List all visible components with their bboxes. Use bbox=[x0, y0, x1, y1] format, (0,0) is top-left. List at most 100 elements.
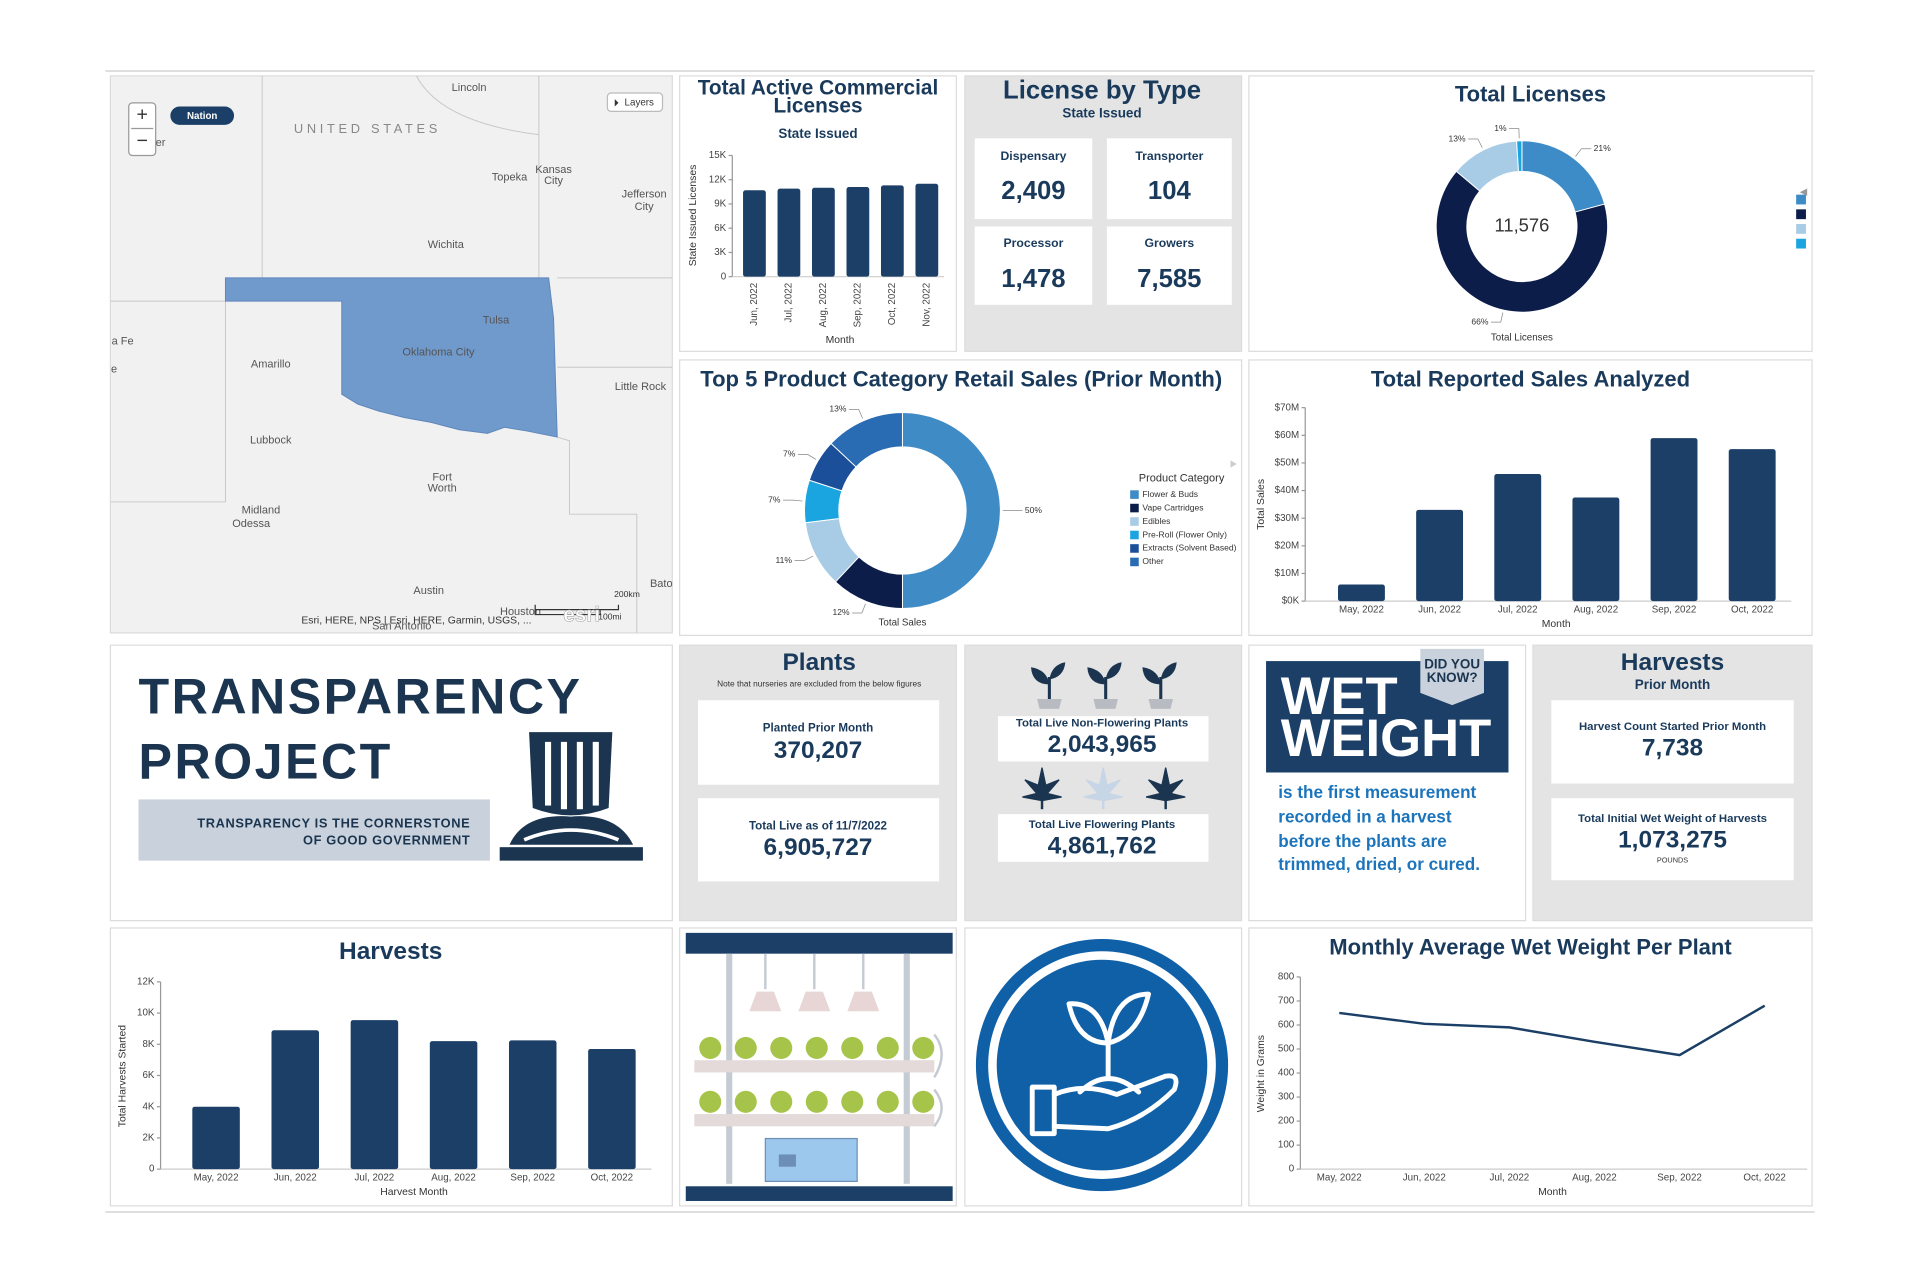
y-tick-label: $60M bbox=[1275, 430, 1299, 441]
y-tick-label: $20M bbox=[1275, 540, 1299, 551]
map-place-label: Tulsa bbox=[483, 315, 510, 327]
panel bbox=[1248, 927, 1813, 1207]
nation-button[interactable]: Nation bbox=[187, 111, 217, 122]
line-series bbox=[1339, 1004, 1766, 1057]
legend-swatch bbox=[1130, 517, 1139, 526]
card-value: 2,409 bbox=[1001, 177, 1065, 205]
card bbox=[997, 716, 1209, 762]
y-tick-label: 400 bbox=[1278, 1068, 1295, 1079]
map-place-label: Worth bbox=[428, 482, 457, 494]
y-tick-label: 0 bbox=[1289, 1164, 1295, 1175]
x-tick-label: Oct, 2022 bbox=[887, 283, 898, 325]
x-tick-label: Sep, 2022 bbox=[510, 1172, 555, 1183]
card bbox=[1551, 798, 1794, 881]
y-tick-label: 500 bbox=[1278, 1044, 1295, 1055]
fact-text: recorded in a harvest bbox=[1278, 806, 1452, 826]
x-tick-label: Aug, 2022 bbox=[1574, 604, 1619, 615]
legend-swatch bbox=[1130, 544, 1139, 553]
legend-arrow bbox=[1230, 460, 1237, 468]
y-tick-label: $10M bbox=[1275, 568, 1299, 579]
bar bbox=[1416, 509, 1464, 602]
leader-line bbox=[782, 499, 803, 502]
map-place-label: San Antonio bbox=[372, 621, 431, 633]
y-tick-label: 2K bbox=[142, 1133, 154, 1144]
layers-button-bg[interactable] bbox=[606, 92, 664, 113]
legend-swatch bbox=[1796, 224, 1806, 234]
map-attribution: Esri, HERE, NPS | Esri, HERE, Garmin, US… bbox=[301, 615, 531, 626]
card-unit: POUNDS bbox=[1657, 856, 1688, 865]
map-place-label: Kansas bbox=[535, 164, 572, 176]
leader-line bbox=[848, 409, 863, 419]
map-place-label: Wichita bbox=[428, 239, 465, 251]
card-value: 1,073,275 bbox=[1618, 827, 1727, 854]
y-tick-label: $40M bbox=[1275, 485, 1299, 496]
bar bbox=[915, 183, 939, 277]
scale-mi: 100mi bbox=[598, 611, 621, 621]
data-label: 7% bbox=[768, 494, 781, 504]
panel-subtitle: Prior Month bbox=[1635, 677, 1710, 692]
map-place-label: Fort bbox=[432, 471, 452, 483]
y-tick-label: 6K bbox=[714, 223, 726, 234]
zoom-in[interactable]: + bbox=[136, 103, 147, 125]
bar bbox=[743, 190, 766, 277]
map-place-label: Topeka bbox=[492, 171, 528, 183]
map-place-label: Lubbock bbox=[250, 435, 292, 447]
card-label: Dispensary bbox=[1000, 149, 1066, 163]
scale-bar bbox=[534, 604, 620, 616]
y-tick-label: $30M bbox=[1275, 513, 1299, 524]
donut-segment bbox=[1435, 170, 1609, 313]
x-tick-label: Oct, 2022 bbox=[1731, 604, 1773, 615]
legend-swatch bbox=[1796, 238, 1806, 249]
bar bbox=[271, 1030, 319, 1170]
legend-swatch bbox=[1130, 490, 1139, 499]
panel-note: Note that nurseries are excluded from th… bbox=[717, 679, 921, 689]
layers-button[interactable]: Layers bbox=[625, 97, 654, 108]
leader-line bbox=[1575, 148, 1592, 157]
bar bbox=[846, 186, 870, 277]
y-tick-label: $0K bbox=[1282, 596, 1300, 607]
legend-label: Vape Cartridges bbox=[1142, 502, 1203, 512]
plant-hand-icon bbox=[975, 938, 1229, 1192]
y-tick-label: 600 bbox=[1278, 1020, 1295, 1031]
y-tick-label: 4K bbox=[142, 1101, 154, 1112]
card-value: 7,585 bbox=[1137, 265, 1201, 293]
title-box: Total Active Commercial Licenses bbox=[697, 78, 939, 118]
logo-title: TRANSPARENCY bbox=[139, 669, 583, 725]
map-place-label: Jefferson bbox=[622, 189, 667, 201]
bar bbox=[1728, 449, 1776, 602]
chart-title: Top 5 Product Category Retail Sales (Pri… bbox=[700, 367, 1222, 392]
tagline: TRANSPARENCY IS THE CORNERSTONE bbox=[197, 815, 470, 830]
card-value: 7,738 bbox=[1642, 735, 1703, 762]
x-axis-label: Month bbox=[1538, 1187, 1567, 1198]
leader-line bbox=[852, 603, 866, 614]
map-borders bbox=[110, 75, 673, 633]
layers-caret bbox=[614, 99, 619, 107]
bar bbox=[1650, 438, 1698, 602]
legend-title: Product Category bbox=[1139, 473, 1225, 485]
chart-title: Total Active Commercial Licenses bbox=[697, 78, 939, 118]
zoom-out[interactable]: − bbox=[136, 130, 147, 152]
legend-label: Pre-Roll (Flower Only) bbox=[1142, 529, 1227, 539]
y-tick-label: 9K bbox=[714, 199, 726, 210]
data-label: 7% bbox=[783, 449, 796, 459]
x-tick-label: Sep, 2022 bbox=[852, 283, 863, 328]
card bbox=[974, 138, 1093, 220]
card bbox=[698, 798, 940, 882]
map-place-label: City bbox=[635, 201, 654, 213]
tagline-box bbox=[138, 799, 490, 861]
map-place-label: Bato bbox=[650, 578, 673, 590]
y-tick-label: 10K bbox=[137, 1008, 155, 1019]
legend-label: Other bbox=[1142, 556, 1164, 566]
nation-button-bg[interactable] bbox=[170, 106, 235, 125]
headline: WET bbox=[1281, 667, 1398, 726]
y-tick-label: 0 bbox=[149, 1164, 155, 1175]
badge-text: KNOW? bbox=[1427, 670, 1478, 685]
chart-title: Total Reported Sales Analyzed bbox=[1371, 367, 1690, 392]
legend-label: Extracts (Solvent Based) bbox=[1142, 543, 1236, 553]
data-label: 11% bbox=[776, 555, 793, 565]
y-axis-label: Total Harvests Started bbox=[117, 1025, 128, 1127]
card-label: Total Initial Wet Weight of Harvests bbox=[1578, 813, 1767, 825]
fact-text: is the first measurement bbox=[1278, 782, 1476, 802]
map-place-label: Little Rock bbox=[615, 381, 667, 393]
